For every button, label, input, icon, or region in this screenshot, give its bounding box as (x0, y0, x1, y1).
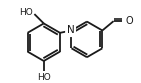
Text: N: N (67, 25, 74, 36)
Text: HO: HO (19, 8, 33, 17)
Text: O: O (126, 16, 133, 26)
Text: HO: HO (37, 73, 51, 82)
